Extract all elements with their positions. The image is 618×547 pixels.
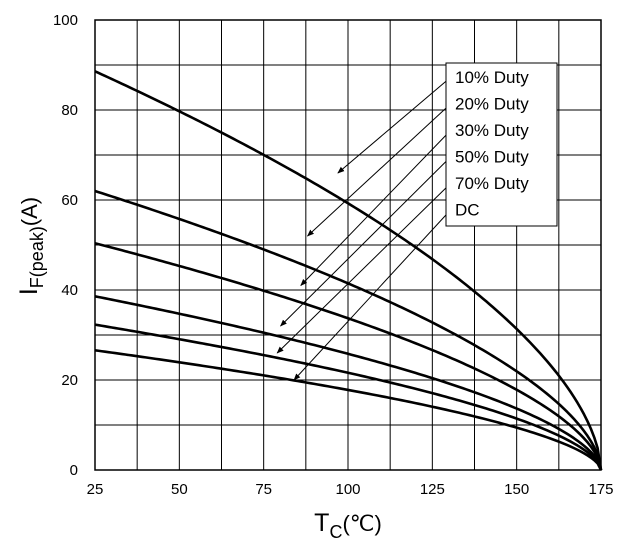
legend-label: 30% Duty [455,121,529,140]
y-tick-label: 60 [61,192,78,209]
series-line-30-duty [94,241,603,471]
y-tick-label: 100 [53,12,78,29]
y-tick-label: 80 [61,102,78,119]
series-line-70-duty [94,323,603,471]
x-axis-label-text: TC(℃) [314,509,382,542]
y-tick-label: 20 [61,372,78,389]
y-tick-label: 0 [70,462,78,479]
legend-box [445,62,558,227]
legend: 10% Duty 20% Duty 30% Duty 50% Duty 70% Duty… [445,62,558,227]
legend-arrow [293,209,452,381]
x-tick-label: 175 [588,481,613,498]
series-line-10-duty [94,70,603,471]
y-tick-label: 40 [61,282,78,299]
legend-label: 20% Duty [455,95,529,114]
legend-label: DC [455,201,480,220]
legend-arrow [307,103,452,237]
plot-frame [94,19,602,471]
legend-arrow [276,182,452,354]
series-line-50-duty [94,295,603,471]
y-axis-label-group: IF(peak)(A) [15,197,47,295]
x-tick-label: 150 [504,481,529,498]
legend-arrow [337,76,452,174]
legend-label: 70% Duty [455,174,529,193]
legend-label: 50% Duty [455,148,529,167]
x-tick-label: 50 [171,481,188,498]
x-tick-label: 100 [335,481,360,498]
y-tick-labels: 0 20 40 60 80 100 [53,12,78,479]
y-axis-label: IF(peak)(A) [15,197,47,295]
x-tick-labels: 25 50 75 100 125 150 175 [87,481,614,498]
x-tick-label: 75 [255,481,272,498]
y-axis-label-text: IF(peak)(A) [15,197,47,295]
series-line-dc [94,349,603,471]
legend-arrows [276,76,452,381]
legend-arrow [300,129,452,287]
legend-label: 10% Duty [455,68,529,87]
x-axis-label: TC(℃) [314,509,382,542]
x-tick-label: 25 [87,481,104,498]
legend-arrow [280,156,452,327]
x-tick-label: 125 [420,481,445,498]
